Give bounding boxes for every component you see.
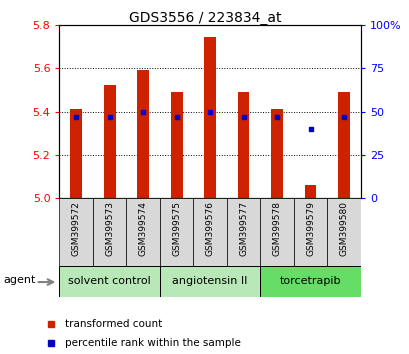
Text: percentile rank within the sample: percentile rank within the sample [65, 338, 240, 348]
Text: GSM399580: GSM399580 [339, 201, 348, 256]
Text: torcetrapib: torcetrapib [279, 276, 340, 286]
Bar [193, 198, 226, 266]
Text: transformed count: transformed count [65, 319, 162, 329]
Text: GSM399578: GSM399578 [272, 201, 281, 256]
Bar [260, 266, 360, 297]
Text: GDS3556 / 223834_at: GDS3556 / 223834_at [128, 11, 281, 25]
Text: angiotensin II: angiotensin II [172, 276, 247, 286]
Text: GSM399579: GSM399579 [306, 201, 314, 256]
Bar [271, 109, 282, 198]
Bar [260, 198, 293, 266]
Bar [237, 92, 249, 198]
Bar [126, 198, 160, 266]
Text: solvent control: solvent control [68, 276, 151, 286]
Bar [326, 198, 360, 266]
Bar [137, 70, 148, 198]
Bar [160, 198, 193, 266]
Bar [171, 92, 182, 198]
Bar [337, 92, 349, 198]
Text: agent: agent [3, 275, 35, 285]
Bar [93, 198, 126, 266]
Bar [204, 37, 216, 198]
Bar [293, 198, 326, 266]
Text: GSM399576: GSM399576 [205, 201, 214, 256]
Text: GSM399575: GSM399575 [172, 201, 181, 256]
Text: GSM399574: GSM399574 [138, 201, 147, 256]
Bar [59, 266, 160, 297]
Bar [160, 266, 260, 297]
Text: GSM399573: GSM399573 [105, 201, 114, 256]
Bar [103, 86, 115, 198]
Bar [70, 109, 82, 198]
Bar [226, 198, 260, 266]
Text: GSM399577: GSM399577 [238, 201, 247, 256]
Bar [304, 185, 316, 198]
Bar [59, 198, 93, 266]
Text: GSM399572: GSM399572 [72, 201, 81, 256]
